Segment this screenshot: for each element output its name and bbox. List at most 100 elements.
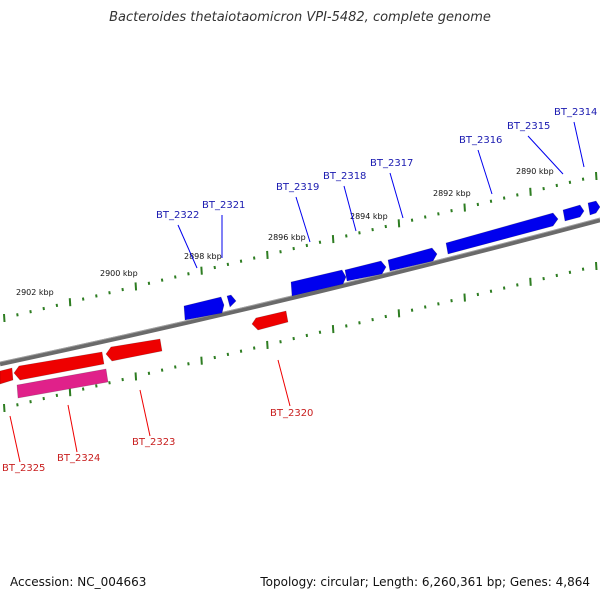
scale-tick-upper <box>200 266 203 275</box>
scale-tick-upper <box>29 310 32 314</box>
gene-label-forward: BT_2319 <box>276 182 319 193</box>
scale-tick-lower <box>213 355 216 360</box>
gene-leader-forward <box>389 172 404 219</box>
map-title: Bacteroides thetaiotaomicron VPI-5482, c… <box>109 10 491 25</box>
scale-tick-lower <box>463 293 466 302</box>
scale-tick-upper <box>516 193 519 197</box>
gene-bt2322 <box>183 296 225 321</box>
scale-tick-upper <box>384 224 387 229</box>
scale-tick-upper <box>81 297 85 301</box>
scale-tick-upper <box>213 265 216 270</box>
scale-tick-upper <box>187 272 190 276</box>
gene-rna <box>16 368 109 399</box>
gene-leader-forward <box>295 196 311 243</box>
scale-tick-lower <box>371 317 374 322</box>
scale-tick-upper <box>568 180 572 184</box>
gene-label-forward: BT_2317 <box>370 158 413 169</box>
scale-tick-lower <box>529 277 532 286</box>
scale-tick-upper <box>16 313 19 317</box>
scale-tick-lower <box>95 384 98 388</box>
genome-backbone <box>0 217 600 367</box>
scale-tick-lower <box>516 283 519 287</box>
scale-tick-lower <box>345 324 348 328</box>
scale-tick-upper <box>42 306 45 311</box>
scale-tick-lower <box>174 365 177 369</box>
gene-label-reverse: BT_2325 <box>2 463 45 474</box>
accession-text: Accession: NC_004663 <box>10 575 147 589</box>
scale-label: 2890 kbp <box>516 167 554 176</box>
scale-tick-lower <box>318 330 322 334</box>
scale-tick-lower <box>476 292 480 297</box>
scale-tick-upper <box>437 212 440 216</box>
scale-tick-upper <box>226 262 230 267</box>
gene-label-reverse: BT_2324 <box>57 453 100 464</box>
scale-tick-upper <box>160 278 164 282</box>
gene-leader-reverse <box>139 389 151 437</box>
scale-tick-upper <box>134 282 138 291</box>
scale-label: 2900 kbp <box>100 269 138 278</box>
scale-tick-lower <box>489 289 493 293</box>
scale-tick-lower <box>226 352 230 357</box>
scale-tick-lower <box>29 400 32 404</box>
gene-label-reverse: BT_2320 <box>270 408 313 419</box>
scale-tick-lower <box>266 340 269 349</box>
gene-label-forward: BT_2318 <box>323 171 366 182</box>
gene-bt2319 <box>290 269 347 297</box>
scale-tick-lower <box>384 314 387 319</box>
scale-tick-upper <box>423 215 427 219</box>
scale-tick-upper <box>121 287 124 292</box>
scale-tick-upper <box>68 298 72 307</box>
gene-label-reverse: BT_2323 <box>132 437 175 448</box>
scale-tick-lower <box>358 321 361 325</box>
scale-label: 2902 kbp <box>16 288 54 297</box>
gene-label-forward: BT_2314 <box>554 107 597 118</box>
scale-tick-lower <box>81 387 85 391</box>
scale-tick-lower <box>160 368 164 372</box>
gene-bt2318 <box>344 260 387 282</box>
scale-tick-upper <box>345 234 348 238</box>
scale-tick-lower <box>108 381 111 385</box>
scale-label: 2896 kbp <box>268 233 306 242</box>
scale-tick-lower <box>68 388 72 397</box>
gene-bt2315 <box>562 204 585 222</box>
scale-tick-lower <box>3 403 6 413</box>
scale-tick-upper <box>463 203 466 212</box>
gene-label-forward: BT_2322 <box>156 210 199 221</box>
gene-leader-reverse <box>9 415 21 463</box>
scale-tick-upper <box>279 250 282 254</box>
gene-bt2325 <box>0 367 14 385</box>
scale-tick-upper <box>239 259 243 263</box>
gene-bt2314 <box>587 200 600 216</box>
scale-tick-upper <box>3 313 6 323</box>
gene-leader-forward <box>477 149 493 195</box>
scale-label: 2894 kbp <box>350 212 388 221</box>
scale-tick-lower <box>410 308 414 312</box>
gene-bt2316 <box>445 212 559 255</box>
scale-tick-upper <box>108 291 111 295</box>
scale-tick-lower <box>239 349 243 353</box>
gene-bt2317 <box>387 247 438 272</box>
gene-leader-forward <box>573 121 585 168</box>
scale-tick-lower <box>502 286 506 290</box>
scale-tick-lower <box>292 336 295 341</box>
scale-tick-upper <box>55 303 59 308</box>
topology-text: Topology: circular; Length: 6,260,361 bp… <box>260 575 590 589</box>
scale-tick-upper <box>595 171 598 181</box>
scale-tick-upper <box>318 240 322 244</box>
gene-bt2320 <box>251 310 289 331</box>
scale-tick-upper <box>529 187 532 196</box>
scale-tick-lower <box>16 403 19 407</box>
scale-tick-upper <box>174 275 177 279</box>
scale-label: 2892 kbp <box>433 189 471 198</box>
scale-tick-lower <box>595 261 598 271</box>
scale-tick-upper <box>371 227 374 232</box>
gene-leader-forward <box>527 135 564 175</box>
scale-tick-lower <box>42 396 45 401</box>
gene-bt2324 <box>13 351 105 381</box>
scale-tick-upper <box>292 246 295 251</box>
scale-tick-lower <box>568 270 572 274</box>
scale-tick-lower <box>200 356 203 365</box>
gene-label-forward: BT_2321 <box>202 200 245 211</box>
gene-label-forward: BT_2315 <box>507 121 550 132</box>
